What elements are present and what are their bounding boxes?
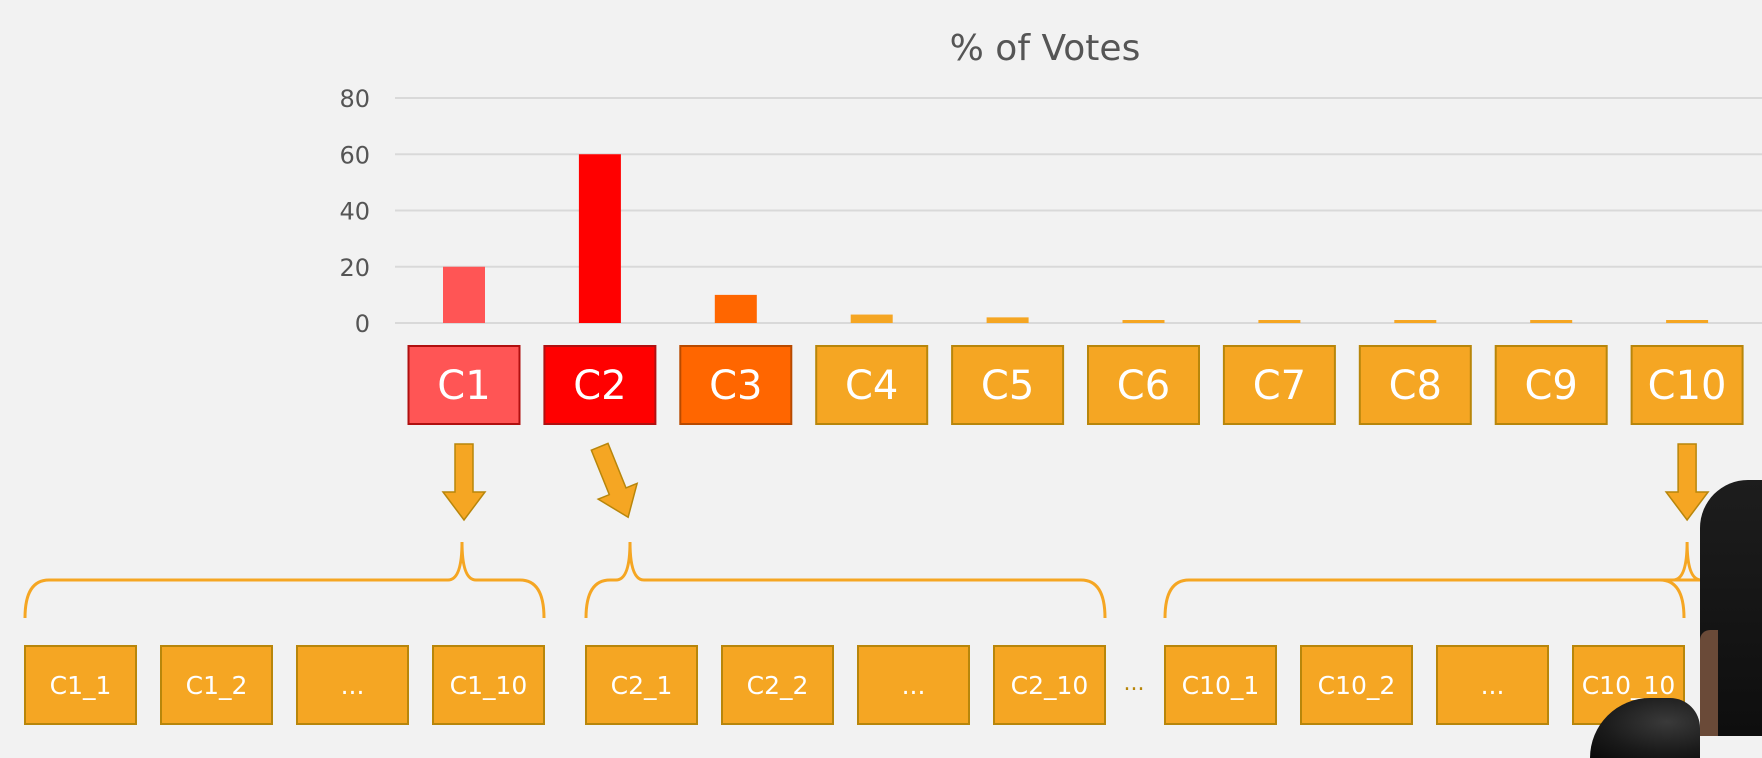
bar-C4 [850, 314, 893, 323]
bar-C6 [1122, 320, 1165, 323]
category-box-bg [1358, 345, 1472, 425]
category-box-bg [1630, 345, 1744, 425]
category-box-bg [543, 345, 657, 425]
sub-label-C2_1: C2_1 [611, 671, 673, 700]
category-label-C8: C8 [1389, 363, 1442, 409]
category-box-C4: C4 [815, 345, 929, 425]
y-tick-label-20: 20 [339, 254, 370, 282]
sub-label-C1_1: C1_1 [50, 671, 112, 700]
sub-box-ellipsisellipsisellipsis: ... [1436, 645, 1549, 725]
category-label-C10: C10 [1648, 363, 1727, 409]
bar-C5 [986, 317, 1029, 323]
sub-label-C10_10: C10_10 [1582, 671, 1676, 700]
category-box-C5: C5 [951, 345, 1065, 425]
presenter-arm [1700, 630, 1718, 736]
bar-C9 [1530, 320, 1573, 323]
sub-label-ellipsisellipsisellipsis: ... [902, 671, 926, 700]
category-box-C7: C7 [1222, 345, 1336, 425]
sub-box-C2_2: C2_2 [721, 645, 834, 725]
sub-label-C10_1: C10_1 [1182, 671, 1260, 700]
category-box-bg [815, 345, 929, 425]
sub-box-C10_2: C10_2 [1300, 645, 1413, 725]
category-label-C2: C2 [573, 363, 626, 409]
sub-box-C1_10: C1_10 [432, 645, 545, 725]
category-label-C5: C5 [981, 363, 1034, 409]
brace-C1 [23, 541, 546, 619]
category-box-C3: C3 [679, 345, 793, 425]
bars [443, 154, 1709, 323]
category-box-C2: C2 [543, 345, 657, 425]
brace-C10 [1163, 541, 1702, 619]
bar-C10 [1666, 320, 1709, 323]
category-box-C8: C8 [1358, 345, 1472, 425]
sub-box-bg [585, 645, 698, 725]
category-label-C6: C6 [1117, 363, 1170, 409]
bar-C8 [1394, 320, 1437, 323]
sub-category-boxes: C1_1 C1_2... C1_10 C2_1 C2_2... C2_10 C10_1 C10… [24, 645, 1685, 725]
y-axis-ticks: 0 20 40 60 80 [339, 85, 370, 338]
bar-C1 [443, 266, 485, 323]
sub-box-C1_2: C1_2 [160, 645, 273, 725]
category-label-C3: C3 [709, 363, 762, 409]
category-box-bg [1087, 345, 1200, 425]
sub-label-ellipsisellipsisellipsis: ... [1481, 671, 1505, 700]
category-label-C9: C9 [1525, 363, 1578, 409]
arrow-C2 [590, 442, 639, 519]
sub-label-C1_2: C1_2 [186, 671, 248, 700]
category-label-C4: C4 [845, 363, 898, 409]
category-label-C1: C1 [437, 363, 490, 409]
category-box-C1: C1 [407, 345, 521, 425]
sub-box-bg [1300, 645, 1413, 725]
sub-box-bg [432, 645, 545, 725]
chart-title: % of Votes [950, 28, 1141, 69]
sub-box-bg [1436, 645, 1549, 725]
category-box-bg [407, 345, 521, 425]
y-tick-label-40: 40 [339, 198, 370, 226]
sub-label-C2_2: C2_2 [747, 671, 809, 700]
category-box-bg [951, 345, 1065, 425]
sub-box-bg [857, 645, 970, 725]
sub-box-C2_10: C2_10 [993, 645, 1106, 725]
bar-C2 [578, 154, 621, 323]
category-box-C10: C10 [1630, 345, 1744, 425]
arrows [441, 442, 1710, 522]
category-label-C7: C7 [1253, 363, 1306, 409]
sub-label-ellipsisellipsisellipsis: ... [341, 671, 365, 700]
sub-box-C2_1: C2_1 [585, 645, 698, 725]
y-tick-label-80: 80 [339, 85, 370, 113]
sub-box-bg [296, 645, 409, 725]
sub-box-bg [721, 645, 834, 725]
presenter-figure [1700, 480, 1762, 736]
sub-label-C1_10: C1_10 [450, 671, 528, 700]
category-boxes: C1 C2 C3 C4 C5 C6 C7 C8 C9 C10 [407, 345, 1744, 425]
category-box-C9: C9 [1494, 345, 1608, 425]
sub-box-bg [1164, 645, 1277, 725]
sub-label-C2_10: C2_10 [1011, 671, 1089, 700]
category-box-bg [1494, 345, 1608, 425]
sub-box-ellipsisellipsisellipsis: ... [857, 645, 970, 725]
braces [23, 541, 1702, 619]
bar-C7 [1258, 320, 1301, 323]
sub-box-C10_1: C10_1 [1164, 645, 1277, 725]
brace-C2 [584, 541, 1107, 619]
sub-box-bg [24, 645, 137, 725]
y-tick-label-0: 0 [355, 310, 370, 338]
sub-box-bg [160, 645, 273, 725]
group-separator: ... [1124, 671, 1145, 696]
sub-box-bg [993, 645, 1106, 725]
sub-label-C10_2: C10_2 [1318, 671, 1396, 700]
category-box-C6: C6 [1087, 345, 1200, 425]
arrow-C1 [441, 443, 487, 522]
category-box-bg [1222, 345, 1336, 425]
sub-box-C1_1: C1_1 [24, 645, 137, 725]
arrow-C10 [1664, 443, 1710, 522]
y-tick-label-60: 60 [339, 141, 370, 169]
bar-C3 [714, 294, 757, 323]
category-box-bg [679, 345, 793, 425]
sub-box-ellipsisellipsisellipsis: ... [296, 645, 409, 725]
